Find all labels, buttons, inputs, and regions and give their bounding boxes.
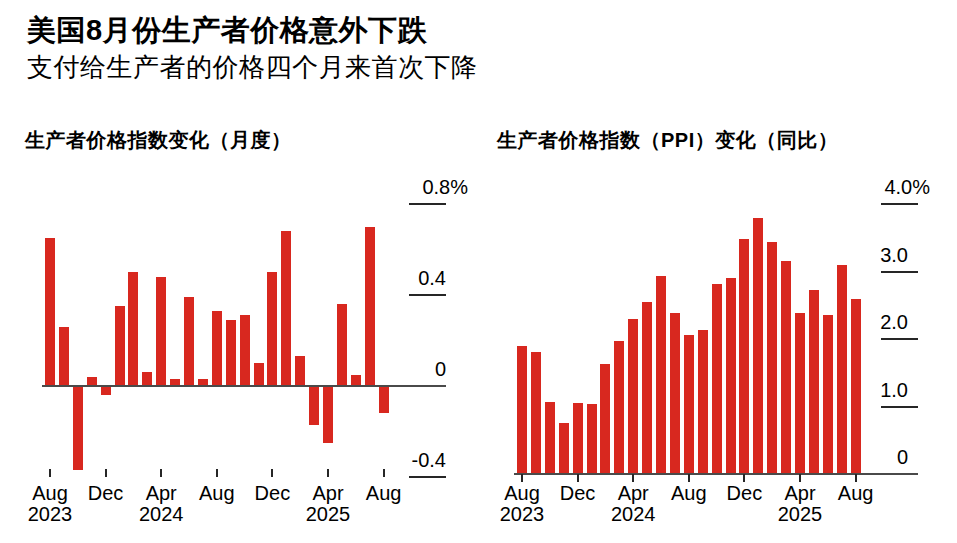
bar-mar-2025 xyxy=(781,261,791,474)
ytick-label: 3.0 xyxy=(880,244,908,266)
xtick-mark xyxy=(327,469,329,477)
page-subtitle: 支付给生产者的价格四个月来首次下降 xyxy=(27,51,478,83)
bar-oct-2023 xyxy=(545,402,555,474)
bar-sep-2023 xyxy=(59,327,69,386)
bar-sep-2024 xyxy=(226,320,236,386)
bar-oct-2024 xyxy=(712,284,722,474)
ytick-dash xyxy=(409,203,446,205)
bar-oct-2024 xyxy=(240,315,250,386)
ytick-label: 0 xyxy=(897,446,908,468)
xtick-mark xyxy=(105,469,107,477)
xtick-mark xyxy=(799,474,801,482)
bar-aug-2024 xyxy=(212,311,222,386)
bar-aug-2025 xyxy=(851,299,861,475)
bar-oct-2023 xyxy=(73,386,83,470)
bar-jun-2025 xyxy=(823,315,833,474)
ytick-label: -0.4 xyxy=(412,449,446,471)
xtick-mark xyxy=(160,469,162,477)
bar-jan-2025 xyxy=(753,218,763,475)
ytick-label: 0 xyxy=(435,358,446,380)
ytick-dash xyxy=(881,406,918,408)
bar-may-2025 xyxy=(809,290,819,474)
xtick-mark xyxy=(49,469,51,477)
xtick-mark xyxy=(271,469,273,477)
ytick-dash xyxy=(881,271,918,273)
bar-aug-2024 xyxy=(684,335,694,474)
bar-aug-2025 xyxy=(379,386,389,413)
xtick-label: Aug xyxy=(342,483,426,504)
bar-sep-2023 xyxy=(531,352,541,474)
bar-sep-2024 xyxy=(698,330,708,474)
xtick-mark xyxy=(577,474,579,482)
bar-feb-2025 xyxy=(295,356,305,386)
xtick-mark xyxy=(743,474,745,482)
bar-apr-2024 xyxy=(156,277,166,386)
ytick-label: 0.8% xyxy=(422,176,468,198)
bar-jun-2024 xyxy=(656,276,666,474)
xtick-mark xyxy=(216,469,218,477)
bar-mar-2024 xyxy=(614,341,624,474)
bar-feb-2024 xyxy=(128,272,138,386)
bar-apr-2025 xyxy=(795,313,805,474)
bar-jul-2025 xyxy=(837,265,847,474)
bar-mar-2025 xyxy=(309,386,319,425)
bar-jul-2025 xyxy=(365,227,375,386)
bar-dec-2023 xyxy=(101,386,111,395)
page-title: 美国8月份生产者价格意外下跌 xyxy=(27,12,427,48)
ytick-dash xyxy=(881,338,918,340)
xtick-label: Aug xyxy=(814,483,898,504)
bar-jan-2025 xyxy=(281,231,291,386)
bar-apr-2024 xyxy=(628,319,638,474)
xtick-mark xyxy=(688,474,690,482)
bar-jan-2024 xyxy=(115,306,125,386)
bar-dec-2024 xyxy=(739,239,749,474)
xtick-mark xyxy=(383,469,385,477)
xtick-mark xyxy=(855,474,857,482)
xtick-mark xyxy=(632,474,634,482)
bar-feb-2025 xyxy=(767,242,777,474)
ytick-dash xyxy=(409,294,446,296)
bar-aug-2023 xyxy=(517,346,527,474)
bar-aug-2023 xyxy=(45,238,55,386)
bar-feb-2024 xyxy=(600,364,610,474)
ytick-dash xyxy=(409,476,446,478)
bar-nov-2024 xyxy=(726,278,736,474)
chart-yoy-plot-area: 4.0%3.02.01.00Aug 2023DecApr 2024AugDecA… xyxy=(497,127,957,532)
chart-ppi-yoy: 生产者价格指数（PPI）变化（同比） 4.0%3.02.01.00Aug 202… xyxy=(497,127,957,532)
bar-mar-2024 xyxy=(142,372,152,386)
ytick-label: 1.0 xyxy=(880,379,908,401)
zero-axis-line xyxy=(514,473,918,475)
bar-jul-2024 xyxy=(670,313,680,474)
chart-ppi-monthly: 生产者价格指数变化（月度） 0.8%0.40-0.4Aug 2023DecApr… xyxy=(25,127,495,532)
bar-jan-2024 xyxy=(587,404,597,474)
article-graphic: 美国8月份生产者价格意外下跌 支付给生产者的价格四个月来首次下降 生产者价格指数… xyxy=(0,0,957,543)
bar-dec-2024 xyxy=(267,272,277,386)
bar-nov-2024 xyxy=(254,363,264,386)
ytick-dash xyxy=(881,203,918,205)
chart-monthly-plot-area: 0.8%0.40-0.4Aug 2023DecApr 2024AugDecApr… xyxy=(25,127,495,532)
ytick-label: 4.0% xyxy=(884,176,930,198)
zero-axis-line xyxy=(42,385,446,387)
bar-may-2025 xyxy=(337,304,347,386)
bar-may-2024 xyxy=(642,302,652,474)
bar-jun-2024 xyxy=(184,297,194,386)
ytick-label: 2.0 xyxy=(880,311,908,333)
bar-nov-2023 xyxy=(559,423,569,474)
bar-dec-2023 xyxy=(573,403,583,474)
ytick-label: 0.4 xyxy=(418,267,446,289)
bar-apr-2025 xyxy=(323,386,333,443)
xtick-mark xyxy=(521,474,523,482)
